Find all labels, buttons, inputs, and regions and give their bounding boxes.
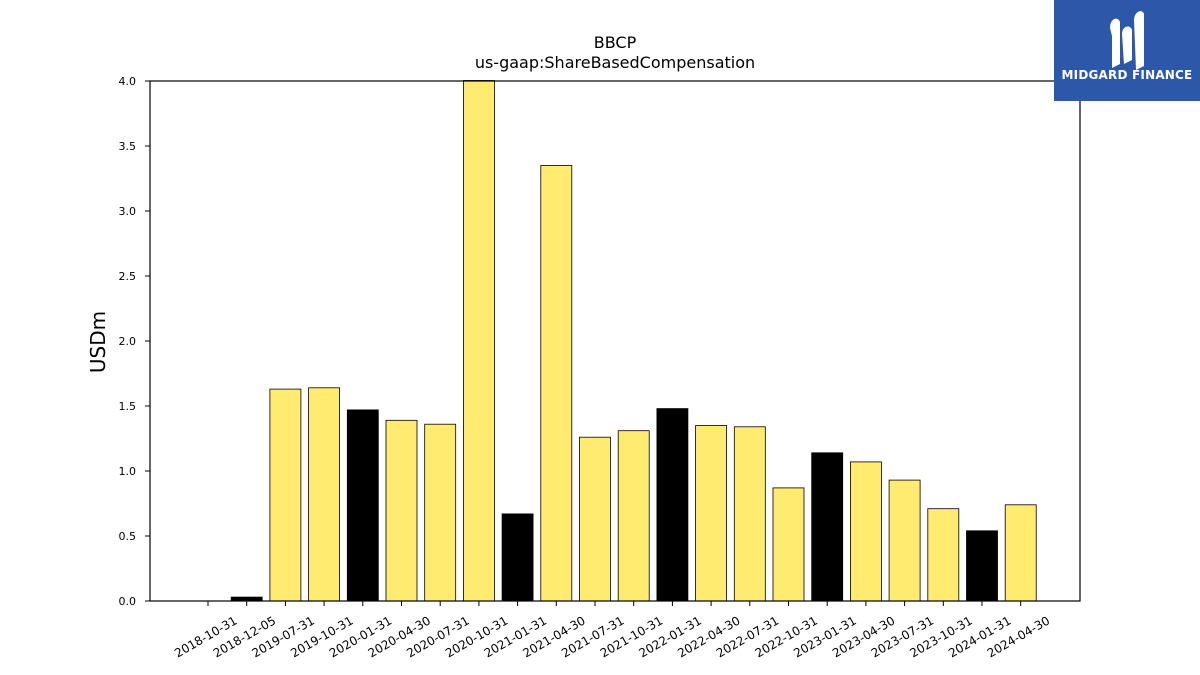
- logo-text: MIDGARD FINANCE: [1061, 68, 1193, 82]
- y-axis-ticks: 0.0 0.5 1.0 1.5 2.0 2.5 3.0 3.5 4.0: [119, 75, 150, 608]
- chart-subtitle: us-gaap:ShareBasedCompensation: [475, 53, 755, 72]
- y-tick-label: 0.0: [119, 595, 137, 608]
- bar: [850, 461, 882, 602]
- y-tick-label: 2.0: [119, 335, 137, 348]
- bar: [1004, 504, 1037, 602]
- bar: [888, 479, 921, 602]
- x-axis-ticks: 2018-10-312018-12-052019-07-312019-10-31…: [172, 601, 1052, 660]
- bar: [308, 387, 341, 602]
- bar: [579, 436, 611, 602]
- bar: [966, 530, 998, 602]
- bar: [385, 419, 418, 602]
- y-tick-label: 3.0: [119, 205, 137, 218]
- bar: [695, 425, 727, 602]
- bar: [811, 452, 844, 602]
- plot-frame: [149, 80, 1081, 602]
- chart-title: BBCP: [594, 33, 637, 52]
- midgard-finance-logo: MIDGARD FINANCE: [1054, 0, 1200, 101]
- bar: [462, 80, 495, 602]
- bar: [927, 508, 960, 602]
- bars-group: [230, 80, 1037, 602]
- bar: [540, 165, 573, 602]
- bar: [772, 487, 805, 602]
- midgard-logo-icon: [1110, 11, 1144, 70]
- bar: [269, 388, 302, 602]
- y-tick-label: 1.0: [119, 465, 137, 478]
- bar: [617, 430, 650, 602]
- y-tick-label: 3.5: [119, 140, 137, 153]
- y-tick-label: 4.0: [119, 75, 137, 88]
- bar: [501, 513, 534, 602]
- bar: [733, 426, 766, 602]
- y-tick-label: 2.5: [119, 270, 137, 283]
- y-axis-label: USDm: [86, 311, 110, 373]
- y-tick-label: 1.5: [119, 400, 137, 413]
- bar: [424, 423, 457, 602]
- bar: [656, 408, 689, 602]
- y-tick-label: 0.5: [119, 530, 137, 543]
- bar: [346, 409, 379, 602]
